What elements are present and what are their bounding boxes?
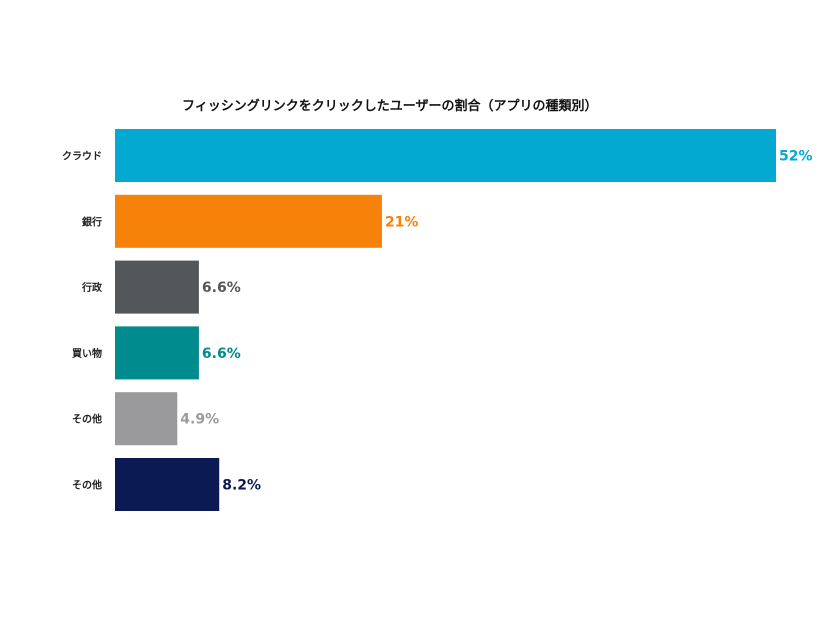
category-label-2: 銀行 [82, 215, 102, 228]
chart-title: フィッシングリンクをクリックしたユーザーの割合（アプリの種類別） [182, 98, 597, 114]
bar-1 [115, 129, 776, 182]
value-label-6: 8.2% [222, 478, 261, 494]
bar-6 [115, 458, 220, 511]
bar-4 [115, 326, 199, 380]
bar-2 [115, 194, 382, 248]
bar-5 [115, 392, 178, 446]
category-label-4: 買い物 [72, 347, 102, 360]
category-label-1: クラウド [62, 151, 102, 163]
value-label-3: 6.6% [202, 280, 241, 296]
value-label-5: 4.9% [180, 412, 219, 428]
category-label-3: 行政 [81, 281, 103, 294]
bars-group: クラウド 52% 銀行 21% 行政 6.6% 買い物 6.6% その他 4.9% その他 8.2% [62, 129, 813, 511]
category-label-5: その他 [72, 413, 102, 426]
value-label-2: 21% [385, 214, 419, 230]
value-label-1: 52% [779, 149, 813, 165]
category-label-6: その他 [72, 479, 102, 492]
bar-3 [115, 260, 199, 314]
value-label-4: 6.6% [202, 346, 241, 362]
